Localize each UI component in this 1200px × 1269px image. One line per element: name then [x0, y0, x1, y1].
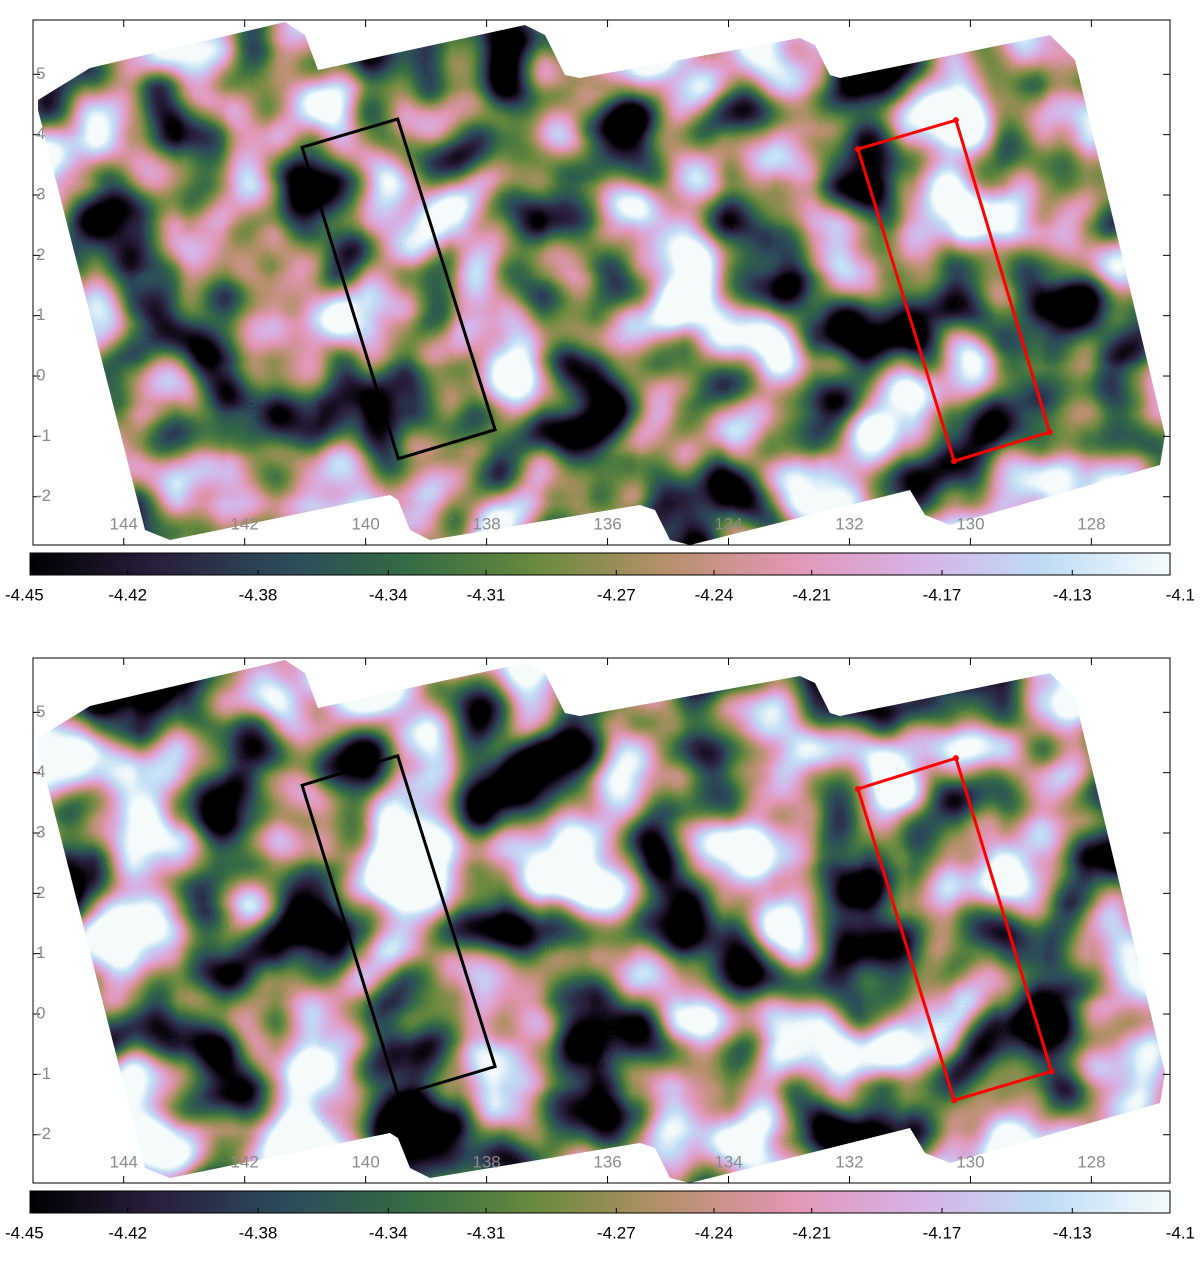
x-tick-label: 128 [1077, 1152, 1105, 1171]
y-tick-label: 1 [36, 943, 45, 962]
colorbar-tick-label: -4.21 [792, 585, 831, 604]
colorbar-tick-label: -4.24 [695, 1223, 734, 1242]
x-tick-label: 140 [351, 514, 379, 533]
region-corner [952, 755, 959, 762]
colorbar-tick-label: -4.27 [597, 585, 636, 604]
region-box [300, 753, 497, 1098]
y-tick-label: -1 [36, 1064, 51, 1083]
x-tick-label: 130 [956, 514, 984, 533]
colorbar-tick-label: -4.38 [239, 1223, 278, 1242]
colorbar-tick-label: -4.42 [108, 1223, 147, 1242]
colorbar-tick-label: -4.17 [923, 585, 962, 604]
y-tick-label: -2 [36, 1124, 51, 1143]
colorbar-tick-label: -4.1 [1166, 1223, 1195, 1242]
plot-frame [32, 19, 1171, 546]
colorbar-tick-label: -4.21 [792, 1223, 831, 1242]
region-corner [951, 458, 958, 465]
colorbar-tick-label: -4.38 [239, 585, 278, 604]
colorbar-tick-label: -4.31 [467, 585, 506, 604]
x-tick-label: 142 [230, 514, 258, 533]
colorbar-tick-label: -4.1 [1166, 585, 1195, 604]
x-tick-label: 144 [110, 1152, 138, 1171]
y-tick-label: 3 [36, 184, 45, 203]
region-box [856, 756, 1054, 1103]
x-tick-label: 144 [110, 514, 138, 533]
x-tick-label: 132 [835, 1152, 863, 1171]
x-tick-label: 142 [230, 1152, 258, 1171]
region-corner [951, 1097, 958, 1104]
colorbar-tick-label: -4.24 [695, 585, 734, 604]
y-tick-label: 5 [36, 64, 45, 83]
colorbar-tick-label: -4.45 [5, 585, 44, 604]
region-box [300, 117, 497, 461]
plot-frame [32, 657, 1171, 1184]
panel: 144 142 140 138 136 134 132 130 128 -2 -1 0 1 2 3 4 5 -4.… [5, 19, 1195, 604]
y-tick-label: 2 [36, 245, 45, 264]
panel: 144 142 140 138 136 134 132 130 128 -2 -1 0 1 2 3 4 5 -4.… [5, 657, 1195, 1242]
x-tick-label: 132 [835, 514, 863, 533]
colorbar-tick-label: -4.13 [1053, 585, 1092, 604]
x-tick-label: 138 [472, 1152, 500, 1171]
x-tick-label: 130 [956, 1152, 984, 1171]
y-tick-label: 1 [36, 305, 45, 324]
x-tick-label: 140 [351, 1152, 379, 1171]
colorbar-tick-label: -4.27 [597, 1223, 636, 1242]
colorbar-tick-label: -4.34 [369, 1223, 408, 1242]
colorbar [29, 1190, 1171, 1214]
x-tick-label: 134 [714, 1152, 742, 1171]
y-tick-label: 3 [36, 822, 45, 841]
colorbar-tick-label: -4.42 [108, 585, 147, 604]
colorbar [29, 552, 1171, 576]
colorbar-tick-label: -4.13 [1053, 1223, 1092, 1242]
region-corner [1048, 1068, 1055, 1075]
y-tick-label: 2 [36, 883, 45, 902]
map-texture [38, 22, 1137, 525]
y-tick-label: 4 [36, 124, 45, 143]
y-tick-label: 0 [36, 366, 45, 385]
y-tick-label: 0 [36, 1004, 45, 1023]
region-corner [854, 146, 861, 153]
colorbar-tick-label: -4.34 [369, 585, 408, 604]
colorbar-tick-label: -4.17 [923, 1223, 962, 1242]
y-tick-label: 4 [36, 762, 45, 781]
map-image [38, 22, 1137, 525]
region-corner [854, 785, 861, 792]
x-tick-label: 128 [1077, 514, 1105, 533]
y-tick-label: -2 [36, 486, 51, 505]
colorbar-tick-label: -4.31 [467, 1223, 506, 1242]
region-corner [1046, 429, 1053, 436]
x-tick-label: 134 [714, 514, 742, 533]
y-tick-label: -1 [36, 426, 51, 445]
x-tick-label: 136 [593, 514, 621, 533]
x-tick-label: 136 [593, 1152, 621, 1171]
colorbar-tick-label: -4.45 [5, 1223, 44, 1242]
x-tick-label: 138 [472, 514, 500, 533]
region-corner [952, 117, 959, 124]
y-tick-label: 5 [36, 702, 45, 721]
